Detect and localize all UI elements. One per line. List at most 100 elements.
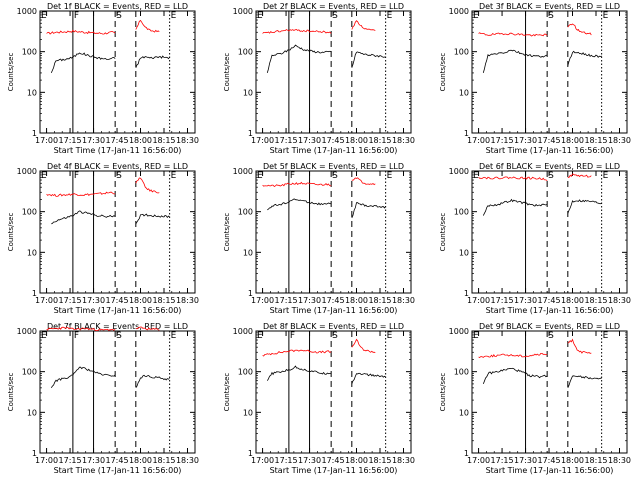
interval-marker-label: E (171, 171, 177, 181)
panel-title: Det 4f BLACK = Events, RED = LLD (47, 162, 188, 171)
y-tick-label: 1000 (449, 167, 469, 176)
y-axis-label: Counts/sec (223, 213, 231, 252)
black-events-line (351, 372, 386, 385)
interval-marker-label: E (387, 331, 393, 341)
interval-marker-label: S (332, 11, 338, 21)
x-tick-label: 17:45 (105, 136, 128, 145)
x-tick-label: 17:45 (321, 456, 344, 465)
red-lld-line (478, 32, 548, 37)
y-axis-label: Counts/sec (7, 373, 15, 412)
y-tick-label: 1 (464, 129, 469, 138)
y-tick-label: 1000 (233, 167, 253, 176)
interval-marker-label: S (332, 331, 338, 341)
x-axis-label: Start Time (17-Jan-11 16:56:00) (486, 466, 614, 475)
y-tick-label: 1000 (449, 327, 469, 336)
y-axis-label: Counts/sec (223, 373, 231, 412)
y-axis-label: Counts/sec (439, 53, 447, 92)
interval-marker-label: E (41, 11, 47, 21)
x-tick-label: 17:30 (298, 456, 321, 465)
interval-marker-label: S (548, 11, 554, 21)
interval-marker-label: S (332, 171, 338, 181)
x-tick-label: 17:30 (298, 296, 321, 305)
y-tick-label: 100 (454, 48, 469, 57)
x-tick-label: 17:30 (514, 136, 537, 145)
plot-frame (39, 10, 196, 134)
x-tick-label: 18:15 (584, 296, 607, 305)
x-tick-label: 17:00 (251, 296, 274, 305)
y-tick-label: 100 (22, 368, 37, 377)
y-tick-label: 100 (238, 368, 253, 377)
x-tick-label: 18:15 (368, 136, 391, 145)
interval-marker-label: S (116, 171, 122, 181)
x-tick-label: 17:30 (82, 456, 105, 465)
y-tick-label: 1 (464, 289, 469, 298)
interval-marker-label: E (603, 331, 609, 341)
y-axis-label: Counts/sec (439, 213, 447, 252)
y-tick-label: 100 (454, 368, 469, 377)
y-tick-label: 1 (32, 289, 37, 298)
plot-frame (255, 10, 412, 134)
y-tick-label: 100 (238, 48, 253, 57)
plot-frame (471, 330, 628, 454)
x-tick-label: 18:00 (129, 456, 152, 465)
interval-marker-label: E (41, 331, 47, 341)
x-tick-label: 17:30 (514, 456, 537, 465)
panel-9: Det 9f BLACK = Events, RED = LLD 1 10 100 10… (439, 322, 631, 475)
interval-marker-label: E (41, 171, 47, 181)
x-tick-label: 17:15 (491, 136, 514, 145)
x-tick-label: 17:00 (467, 136, 490, 145)
plot-frame (255, 330, 412, 454)
x-tick-label: 17:45 (537, 136, 560, 145)
x-tick-label: 17:00 (467, 296, 490, 305)
x-tick-label: 17:45 (537, 456, 560, 465)
x-tick-label: 18:15 (584, 136, 607, 145)
y-tick-label: 100 (454, 208, 469, 217)
x-tick-label: 17:45 (321, 136, 344, 145)
x-tick-label: 18:30 (608, 296, 631, 305)
panel-title: Det 6f BLACK = Events, RED = LLD (479, 162, 620, 171)
x-tick-label: 17:00 (35, 456, 58, 465)
panel-7: Det 7f BLACK = Events, RED = LLD 1 10 100 10… (7, 322, 199, 475)
red-lld-line (567, 173, 592, 178)
y-tick-label: 100 (238, 208, 253, 217)
red-lld-line (46, 191, 116, 197)
y-tick-label: 1000 (233, 327, 253, 336)
x-tick-label: 18:30 (392, 136, 415, 145)
x-tick-label: 18:00 (561, 456, 584, 465)
x-tick-label: 17:00 (251, 136, 274, 145)
x-tick-label: 17:30 (82, 296, 105, 305)
red-lld-line (262, 349, 332, 357)
x-axis-label: Start Time (17-Jan-11 16:56:00) (270, 306, 398, 315)
y-tick-label: 100 (22, 48, 37, 57)
y-tick-label: 1000 (233, 7, 253, 16)
x-tick-label: 18:00 (561, 296, 584, 305)
interval-marker-label: E (387, 11, 393, 21)
y-tick-label: 100 (22, 208, 37, 217)
y-tick-label: 1 (464, 449, 469, 458)
interval-marker-label: E (257, 11, 263, 21)
interval-marker-label: S (116, 11, 122, 21)
x-tick-label: 18:15 (152, 136, 175, 145)
x-tick-label: 17:15 (59, 136, 82, 145)
x-tick-label: 17:15 (275, 296, 298, 305)
x-tick-label: 17:30 (82, 136, 105, 145)
plot-frame (471, 10, 628, 134)
y-tick-label: 10 (243, 88, 253, 97)
x-tick-label: 17:00 (251, 456, 274, 465)
x-tick-label: 17:30 (298, 136, 321, 145)
interval-marker-label: E (473, 11, 479, 21)
plot-frame (471, 170, 628, 294)
x-tick-label: 18:15 (368, 456, 391, 465)
interval-marker-label: F (74, 171, 79, 181)
plot-frame (39, 170, 196, 294)
y-tick-label: 1000 (17, 7, 37, 16)
black-events-line (482, 198, 548, 216)
interval-marker-label: E (257, 331, 263, 341)
y-tick-label: 10 (459, 248, 469, 257)
y-tick-label: 1 (248, 449, 253, 458)
y-axis-label: Counts/sec (223, 53, 231, 92)
panel-title: Det 1f BLACK = Events, RED = LLD (47, 2, 188, 11)
x-axis-label: Start Time (17-Jan-11 16:56:00) (270, 466, 398, 475)
y-tick-label: 1 (32, 129, 37, 138)
